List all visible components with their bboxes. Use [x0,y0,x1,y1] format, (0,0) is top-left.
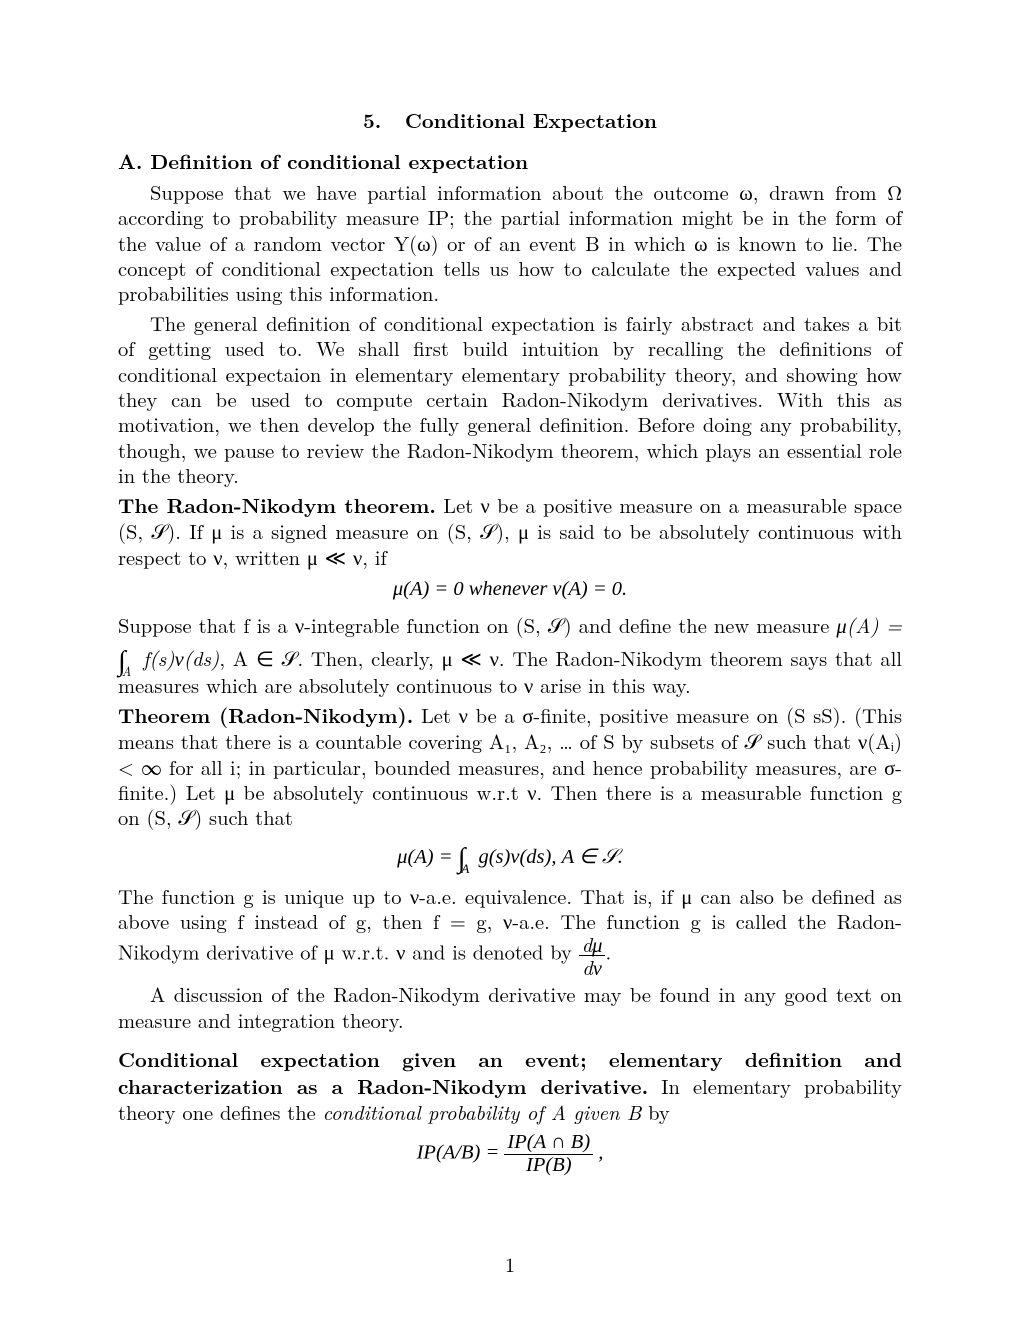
subsection-a: A. Definition of conditional expectation [118,149,902,174]
ce-paragraph: Conditional expectation given an event; … [118,1046,902,1124]
equation-3: IP(A/B) = IP(A ∩ B)IP(B) , [118,1132,902,1176]
rn-body-2a: Suppose that f is a ν-integrable functio… [118,610,836,639]
page-number: 1 [118,1251,902,1276]
theorem-statement: Theorem (Radon-Nikodym). Let ν be a σ-fi… [118,702,902,830]
equation-1: μ(A) = 0 whenever ν(A) = 0. [118,577,902,602]
equation-2: μ(A) = ∫A g(s)ν(ds), A ∈ 𝒮. [118,838,902,873]
paragraph-1: Suppose that we have partial information… [118,179,902,306]
page: 5. Conditional Expectation A. Definition… [0,0,1020,1320]
paragraph-2: The general definition of conditional ex… [118,310,902,488]
rn-body-2b: , A ∈ 𝒮. Then, clearly, μ ≪ ν. The Radon… [118,643,902,700]
section-title: 5. Conditional Expectation [118,108,902,133]
rn-body-2: Suppose that f is a ν-integrable functio… [118,612,902,698]
section-number: 5. [363,106,381,135]
ce-body-ital: conditional probability of A given B [323,1097,642,1126]
theorem-body-2: The function g is unique up to ν-a.e. eq… [118,883,902,978]
ce-body-b: by [641,1097,669,1126]
rn-theorem-intro: The Radon-Nikodym theorem. Let ν be a po… [118,492,902,569]
section-name: Conditional Expectation [405,106,657,135]
paragraph-after: A discussion of the Radon-Nikodym deriva… [118,981,902,1032]
